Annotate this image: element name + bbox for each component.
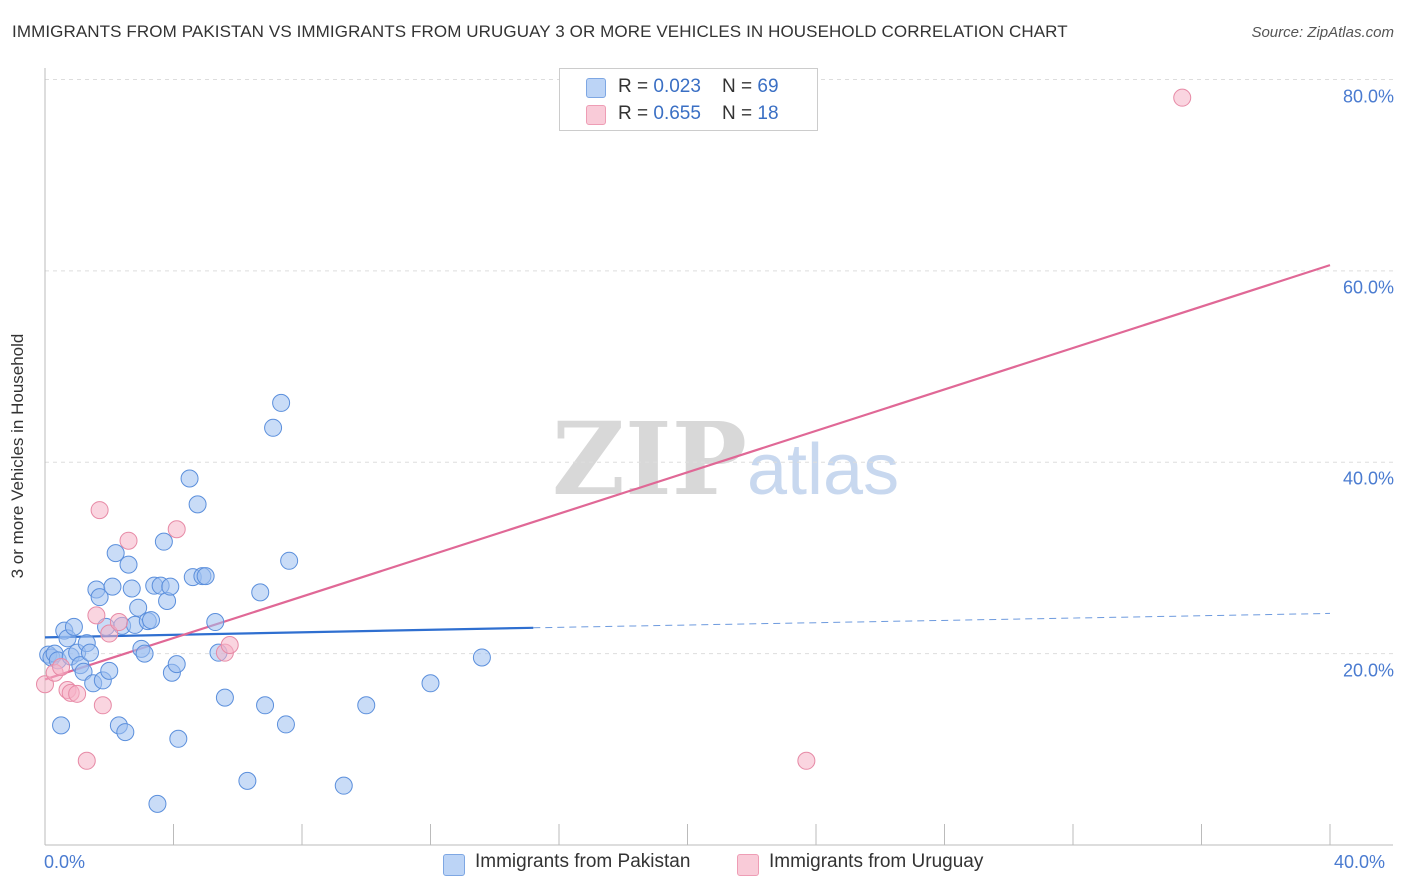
- point-pakistan: [188, 495, 207, 514]
- source-label: Source: ZipAtlas.com: [1251, 24, 1394, 41]
- point-pakistan: [196, 567, 215, 586]
- pakistan-swatch: [586, 78, 606, 98]
- y-tick-label-80: 80.0%: [1342, 86, 1394, 107]
- point-pakistan: [421, 674, 440, 693]
- x-tick-label-min: 0.0%: [44, 852, 86, 872]
- trend-lines: [44, 264, 1331, 681]
- y-tick-label-60: 60.0%: [1342, 277, 1394, 298]
- point-pakistan: [52, 716, 71, 735]
- point-pakistan: [116, 723, 135, 742]
- point-pakistan: [74, 662, 93, 681]
- point-uruguay: [167, 520, 186, 539]
- point-pakistan: [129, 598, 148, 617]
- trend-line-pakistan: [44, 626, 534, 639]
- point-pakistan: [90, 588, 109, 607]
- watermark-atlas: atlas: [746, 430, 900, 510]
- point-pakistan: [169, 729, 188, 748]
- stats-legend: R = 0.023 N = 69 R = 0.655 N = 18: [559, 68, 818, 131]
- point-uruguay: [1173, 88, 1192, 107]
- point-pakistan: [206, 613, 225, 632]
- uruguay-n-value: 18: [757, 103, 779, 124]
- x-tick-label-max: 40.0%: [1334, 852, 1386, 872]
- point-uruguay: [109, 613, 128, 632]
- point-pakistan: [251, 583, 270, 602]
- point-pakistan: [272, 393, 291, 412]
- point-pakistan: [161, 577, 180, 596]
- pakistan-r-value: 0.023: [653, 76, 701, 97]
- axes: [44, 68, 1393, 846]
- point-pakistan: [100, 661, 119, 680]
- uruguay-swatch: [586, 105, 606, 125]
- point-pakistan: [103, 577, 122, 596]
- point-pakistan: [119, 555, 138, 574]
- bottom-uruguay-swatch: [737, 854, 759, 876]
- point-pakistan: [334, 776, 353, 795]
- point-pakistan: [148, 794, 167, 813]
- watermark: ZIPatlas: [552, 400, 899, 518]
- gridlines: [45, 79, 1393, 655]
- point-uruguay: [90, 501, 109, 520]
- point-pakistan: [180, 469, 199, 488]
- point-uruguay: [797, 751, 816, 770]
- point-uruguay: [52, 658, 71, 677]
- point-pakistan: [238, 771, 257, 790]
- point-uruguay: [77, 751, 96, 770]
- point-pakistan: [122, 579, 141, 598]
- point-uruguay: [68, 684, 87, 703]
- point-uruguay: [220, 636, 239, 655]
- point-pakistan: [167, 655, 186, 674]
- trend-line-uruguay: [44, 264, 1331, 681]
- bottom-pakistan-label: Immigrants from Pakistan: [475, 851, 691, 872]
- data-points: [36, 88, 1192, 813]
- point-pakistan: [215, 688, 234, 707]
- trend-line-pakistan-extension: [533, 612, 1331, 629]
- point-uruguay: [87, 606, 106, 625]
- point-uruguay: [36, 675, 54, 694]
- point-pakistan: [154, 532, 173, 551]
- point-pakistan: [80, 643, 99, 662]
- point-pakistan: [64, 617, 83, 636]
- point-pakistan: [106, 544, 125, 563]
- pakistan-n-value: 69: [757, 76, 779, 97]
- chart-title: IMMIGRANTS FROM PAKISTAN VS IMMIGRANTS F…: [12, 22, 1068, 41]
- point-pakistan: [256, 696, 275, 715]
- bottom-pakistan-swatch: [443, 854, 465, 876]
- y-tick-label-20: 20.0%: [1342, 660, 1394, 681]
- point-pakistan: [472, 648, 491, 667]
- point-pakistan: [357, 696, 376, 715]
- point-pakistan: [135, 644, 154, 663]
- point-pakistan: [280, 551, 299, 570]
- bottom-uruguay-label: Immigrants from Uruguay: [769, 851, 984, 872]
- point-pakistan: [142, 611, 161, 630]
- point-pakistan: [276, 715, 295, 734]
- uruguay-r-value: 0.655: [653, 103, 701, 124]
- y-tick-label-40: 40.0%: [1342, 468, 1394, 489]
- point-uruguay: [100, 624, 119, 643]
- point-uruguay: [119, 531, 138, 550]
- point-pakistan: [264, 418, 283, 437]
- point-uruguay: [93, 696, 112, 715]
- watermark-zip: ZIP: [552, 400, 747, 518]
